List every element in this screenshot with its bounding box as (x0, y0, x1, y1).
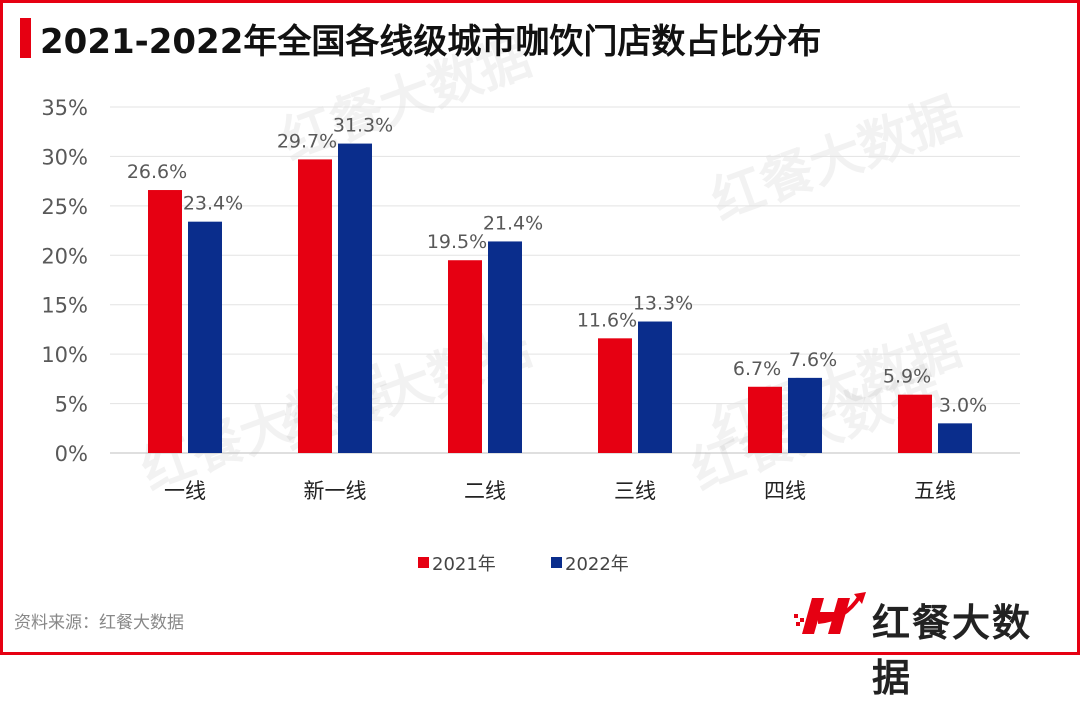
data-label: 11.6% (577, 309, 637, 331)
data-label: 13.3% (633, 293, 693, 315)
bar-2021年 (148, 190, 182, 454)
y-tick-label: 10% (41, 343, 88, 367)
x-tick-label: 三线 (614, 479, 656, 503)
legend-label: 2021年 (432, 554, 496, 575)
data-label: 3.0% (939, 394, 987, 416)
chart-title: 2021-2022年全国各线级城市咖饮门店数占比分布 (40, 22, 822, 62)
legend-swatch (551, 557, 562, 568)
x-tick-label: 新一线 (304, 479, 367, 503)
x-tick-label: 二线 (464, 479, 506, 503)
bar-2021年 (748, 386, 782, 453)
y-tick-label: 35% (41, 96, 88, 120)
watermark: 红餐大数据 (704, 87, 969, 232)
y-tick-label: 15% (41, 294, 88, 318)
data-label: 7.6% (789, 349, 837, 371)
data-label: 5.9% (883, 366, 931, 388)
bar-2021年 (298, 159, 332, 453)
bar-2021年 (448, 260, 482, 453)
source-note: 资料来源：红餐大数据 (14, 613, 184, 633)
x-tick-label: 五线 (914, 479, 956, 503)
brand-logo: 红餐大数据 (790, 590, 1070, 700)
y-tick-label: 25% (41, 195, 88, 219)
x-tick-label: 四线 (764, 479, 806, 503)
data-label: 19.5% (427, 231, 487, 253)
y-tick-label: 5% (55, 393, 88, 417)
legend-label: 2022年 (565, 554, 629, 575)
data-label: 6.7% (733, 358, 781, 380)
logo-text: 红餐大数据 (872, 601, 1033, 700)
data-label: 21.4% (483, 212, 543, 234)
data-label: 29.7% (277, 130, 337, 152)
logo-h-icon (794, 592, 866, 634)
bar-2021年 (598, 338, 632, 453)
y-tick-label: 0% (55, 442, 88, 466)
bar-2022年 (638, 321, 672, 453)
bar-2022年 (338, 143, 372, 453)
data-label: 23.4% (183, 193, 243, 215)
bar-2022年 (488, 241, 522, 453)
data-label: 26.6% (127, 161, 187, 183)
x-tick-label: 一线 (164, 479, 206, 503)
title-accent-bar (20, 18, 31, 58)
bar-2022年 (788, 377, 822, 453)
bar-2021年 (898, 394, 932, 453)
bar-2022年 (938, 423, 972, 453)
bar-chart: 红餐大数据红餐大数据红餐大数据红餐大数据红餐大数据红餐大数据0%5%10%15%… (41, 27, 1020, 575)
y-tick-label: 20% (41, 244, 88, 268)
bar-2022年 (188, 221, 222, 453)
y-tick-label: 30% (41, 145, 88, 169)
data-label: 31.3% (333, 115, 393, 137)
chart-frame (0, 0, 1080, 655)
legend-swatch (418, 557, 429, 568)
